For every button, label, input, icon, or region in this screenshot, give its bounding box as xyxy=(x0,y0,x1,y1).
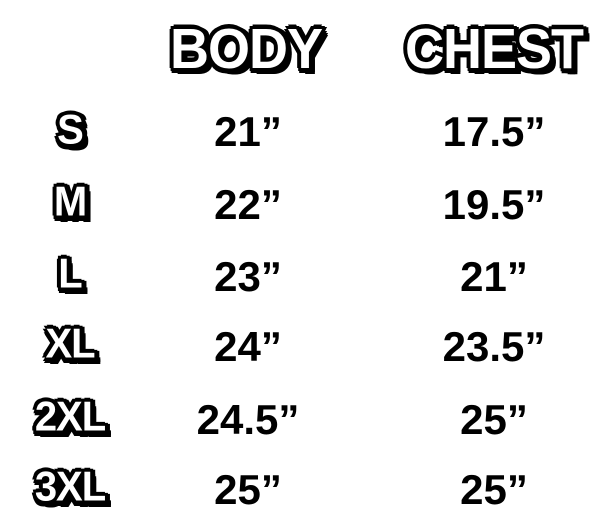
body-value: 22” xyxy=(214,181,282,228)
chest-value: 25” xyxy=(460,396,528,443)
chest-value: 23.5” xyxy=(442,323,546,370)
size-label: M xyxy=(53,178,87,226)
body-value: 25” xyxy=(214,466,282,513)
chest-value: 19.5” xyxy=(442,181,546,228)
body-value: 23” xyxy=(214,253,282,300)
chest-value: 21” xyxy=(460,253,528,300)
chest-value: 17.5” xyxy=(442,108,546,155)
header-body: BODY xyxy=(169,17,323,81)
size-label: 2XL xyxy=(34,393,106,441)
body-value: 24.5” xyxy=(196,396,300,443)
chest-value: 25” xyxy=(460,466,528,513)
size-label: XL xyxy=(45,320,95,368)
size-label: S xyxy=(57,106,84,154)
size-label: L xyxy=(58,250,82,298)
header-chest: CHEST xyxy=(404,17,584,81)
size-label: 3XL xyxy=(34,463,106,511)
body-value: 21” xyxy=(214,108,282,155)
body-value: 24” xyxy=(214,323,282,370)
